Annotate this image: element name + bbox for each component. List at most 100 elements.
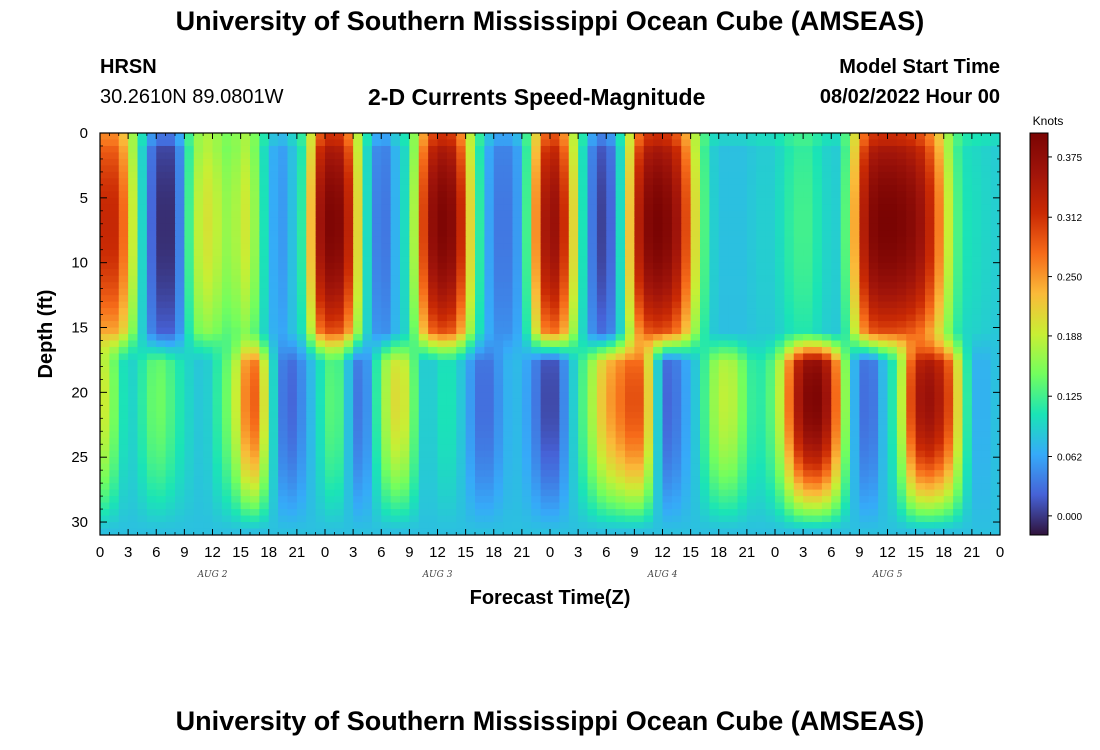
heatmap-cell [550,295,560,303]
heatmap-cell [587,346,598,355]
heatmap-cell [700,243,710,251]
heatmap-cell [503,392,514,400]
heatmap-cell [784,184,795,192]
heatmap-cell [756,133,767,141]
heatmap-cell [512,262,523,270]
heatmap-cell [128,197,139,205]
heatmap-cell [334,152,345,160]
heatmap-cell [315,230,326,238]
heatmap-cell [990,334,1000,342]
heatmap-cell [446,411,457,419]
heatmap-cell [765,346,776,355]
heatmap-cell [315,366,326,374]
heatmap-cell [709,145,720,154]
heatmap-cell [400,437,410,445]
heatmap-cell [784,197,795,205]
heatmap-cell [315,178,326,186]
heatmap-cell [728,152,739,160]
heatmap-cell [325,288,335,296]
heatmap-cell [821,133,832,141]
heatmap-cell [934,366,945,374]
heatmap-cell [315,457,326,465]
heatmap-cell [465,262,476,270]
heatmap-cell [700,398,710,406]
heatmap-cell [887,197,898,205]
heatmap-cell [268,178,279,186]
heatmap-cell [128,366,139,374]
heatmap-cell [334,379,345,387]
heatmap-cell [587,269,598,277]
heatmap-cell [231,411,242,419]
heatmap-cell [793,308,804,316]
heatmap-cell [971,262,982,270]
heatmap-cell [568,392,579,400]
heatmap-cell [493,230,504,238]
heatmap-cell [700,249,710,257]
heatmap-cell [615,236,626,244]
heatmap-cell [287,275,298,283]
heatmap-cell [418,385,429,393]
heatmap-cell [371,204,382,212]
heatmap-cell [390,398,401,406]
heatmap-cell [390,275,401,283]
heatmap-cell [315,463,326,471]
heatmap-cell [962,204,973,212]
heatmap-cell [700,236,710,244]
heatmap-cell [737,158,748,167]
heatmap-cell [840,171,851,179]
heatmap-cell [915,295,926,303]
heatmap-cell [709,262,720,270]
heatmap-cell [109,249,120,257]
heatmap-cell [784,444,795,452]
heatmap-cell [953,392,964,400]
heatmap-cell [653,210,664,218]
heatmap-cell [690,184,701,192]
heatmap-cell [775,133,785,141]
heatmap-cell [868,366,879,374]
heatmap-cell [325,204,335,212]
heatmap-cell [756,236,767,244]
heatmap-cell [728,463,739,471]
heatmap-cell [156,133,167,141]
heatmap-cell [493,450,504,458]
heatmap-cell [709,243,720,251]
heatmap-cell [606,133,617,141]
heatmap-cell [390,424,401,432]
heatmap-cell [700,184,710,192]
heatmap-cell [390,314,401,322]
heatmap-cell [100,282,110,290]
heatmap-cell [118,282,129,290]
heatmap-cell [137,210,148,218]
heatmap-cell [268,256,279,264]
heatmap-cell [100,204,110,212]
heatmap-cell [531,249,542,257]
heatmap-cell [296,145,307,154]
heatmap-cell [100,133,110,141]
heatmap-cell [925,230,935,238]
heatmap-cell [212,282,223,290]
heatmap-cell [634,236,645,244]
heatmap-cell [353,158,364,167]
heatmap-cell [718,165,729,173]
heatmap-cell [418,152,429,160]
heatmap-cell [971,152,982,160]
heatmap-cell [287,236,298,244]
heatmap-cell [184,334,195,342]
heatmap-cell [728,424,739,432]
heatmap-cell [709,256,720,264]
heatmap-cell [484,223,495,231]
heatmap-cell [109,178,120,186]
heatmap-cell [184,249,195,257]
heatmap-cell [400,184,410,192]
heatmap-cell [212,392,223,400]
heatmap-cell [212,340,223,348]
heatmap-cell [165,133,176,141]
heatmap-cell [915,217,926,225]
heatmap-cell [531,243,542,251]
heatmap-cell [156,405,167,413]
heatmap-cell [643,372,654,380]
heatmap-cell [109,223,120,231]
heatmap-cell [203,301,214,309]
heatmap-cell [850,308,860,316]
heatmap-cell [821,210,832,218]
